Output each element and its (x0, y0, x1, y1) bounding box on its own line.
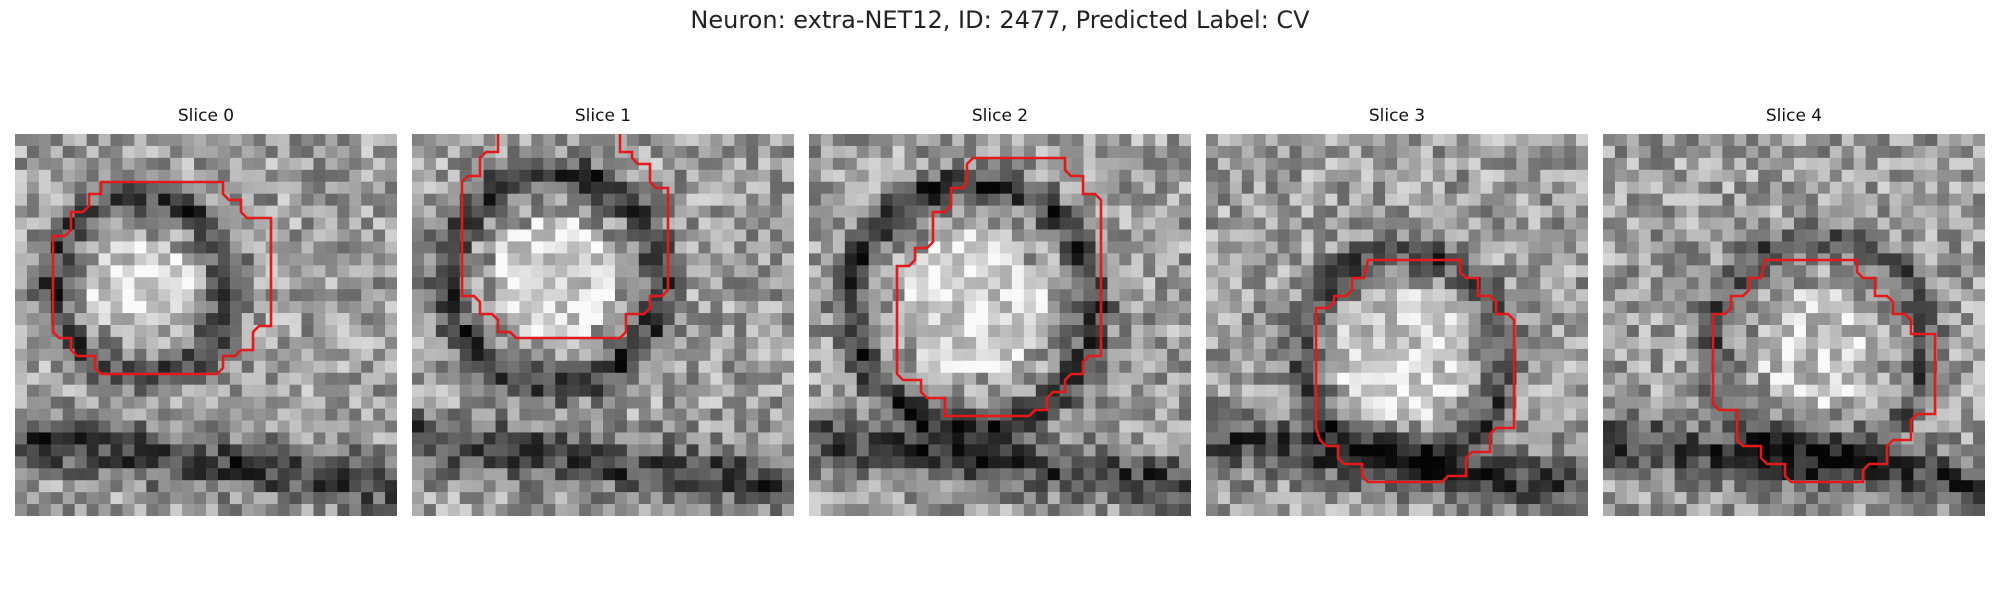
slice-image (412, 134, 794, 516)
panel-title: Slice 2 (809, 106, 1191, 126)
slice-image (809, 134, 1191, 516)
panel-title: Slice 3 (1206, 106, 1588, 126)
panel-title: Slice 1 (412, 106, 794, 126)
slice-image (1603, 134, 1985, 516)
slice-image (1206, 134, 1588, 516)
slice-image (15, 134, 397, 516)
figure-title: Neuron: extra-NET12, ID: 2477, Predicted… (0, 6, 2000, 34)
panel-title: Slice 4 (1603, 106, 1985, 126)
panel-title: Slice 0 (15, 106, 397, 126)
